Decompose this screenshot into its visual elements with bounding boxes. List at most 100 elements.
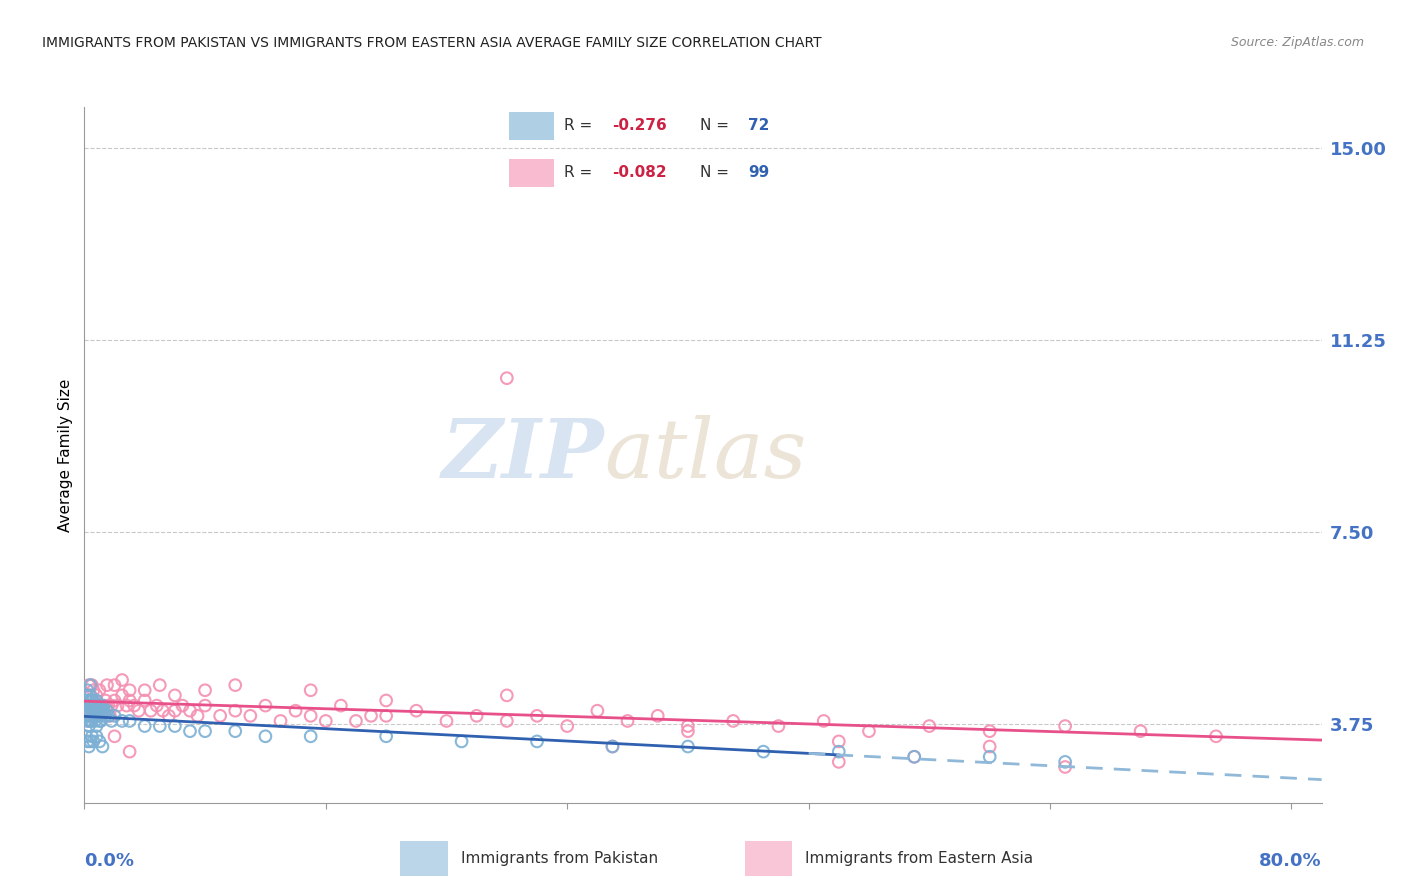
Point [375,693,398,707]
Point [495,714,517,728]
Point [721,714,744,728]
Text: Immigrants from Eastern Asia: Immigrants from Eastern Asia [806,851,1033,866]
Point [224,724,246,739]
Point [91,739,114,754]
Point [90,704,112,718]
Point [436,714,458,728]
Point [94,708,117,723]
Point [602,739,624,754]
Point [77,708,100,723]
Point [86,704,108,718]
Point [77,714,100,728]
Point [76,683,98,698]
Point [89,734,111,748]
Point [82,704,104,718]
Point [103,708,125,723]
Point [450,734,472,748]
Point [93,698,115,713]
Point [76,693,98,707]
Point [270,714,292,728]
Point [979,749,1001,764]
Point [768,719,790,733]
Point [979,739,1001,754]
Point [80,698,103,713]
Point [616,714,638,728]
Point [979,724,1001,739]
Point [107,698,129,713]
Bar [509,159,554,187]
Point [128,704,150,718]
Point [90,704,112,718]
Point [100,714,122,728]
Point [676,724,699,739]
Point [224,678,246,692]
Point [98,708,121,723]
Point [97,698,120,713]
Text: Source: ZipAtlas.com: Source: ZipAtlas.com [1230,36,1364,49]
Y-axis label: Average Family Size: Average Family Size [58,378,73,532]
Point [75,689,97,703]
Point [299,729,322,743]
Point [139,704,162,718]
Point [752,745,775,759]
Point [80,714,103,728]
Point [134,693,156,707]
Point [149,719,172,733]
Point [103,678,125,692]
Point [1054,719,1077,733]
Point [97,708,120,723]
Point [75,708,97,723]
Point [89,704,111,718]
Point [828,734,851,748]
Point [111,673,134,687]
Point [79,714,101,728]
Point [163,719,186,733]
Point [495,689,517,703]
Point [157,708,180,723]
Text: Immigrants from Pakistan: Immigrants from Pakistan [461,851,658,866]
Point [79,689,101,703]
Bar [745,841,792,876]
Text: IMMIGRANTS FROM PAKISTAN VS IMMIGRANTS FROM EASTERN ASIA AVERAGE FAMILY SIZE COR: IMMIGRANTS FROM PAKISTAN VS IMMIGRANTS F… [42,36,821,50]
Point [179,704,201,718]
Point [76,734,98,748]
Point [194,724,217,739]
Point [80,693,103,707]
Point [134,683,156,698]
Point [526,734,548,748]
Point [194,683,217,698]
Point [375,729,398,743]
Point [89,683,111,698]
Text: N =: N = [700,119,734,134]
Point [360,708,382,723]
Point [146,698,169,713]
Text: 0.0%: 0.0% [84,852,135,870]
Point [903,749,925,764]
Point [526,708,548,723]
Point [96,704,118,718]
Text: 72: 72 [748,119,769,134]
Point [77,704,100,718]
Point [122,698,145,713]
Point [87,708,110,723]
Point [82,704,104,718]
Point [344,714,367,728]
Point [179,724,201,739]
Point [918,719,941,733]
Point [828,745,851,759]
Point [79,689,101,703]
Point [77,719,100,733]
Point [224,704,246,718]
Point [77,739,100,754]
Point [76,698,98,713]
Point [1205,729,1227,743]
Point [1054,760,1077,774]
Point [1129,724,1152,739]
Point [405,704,427,718]
Point [315,714,337,728]
Point [209,708,232,723]
Point [118,745,141,759]
Point [76,714,98,728]
Point [329,698,352,713]
Point [194,698,217,713]
